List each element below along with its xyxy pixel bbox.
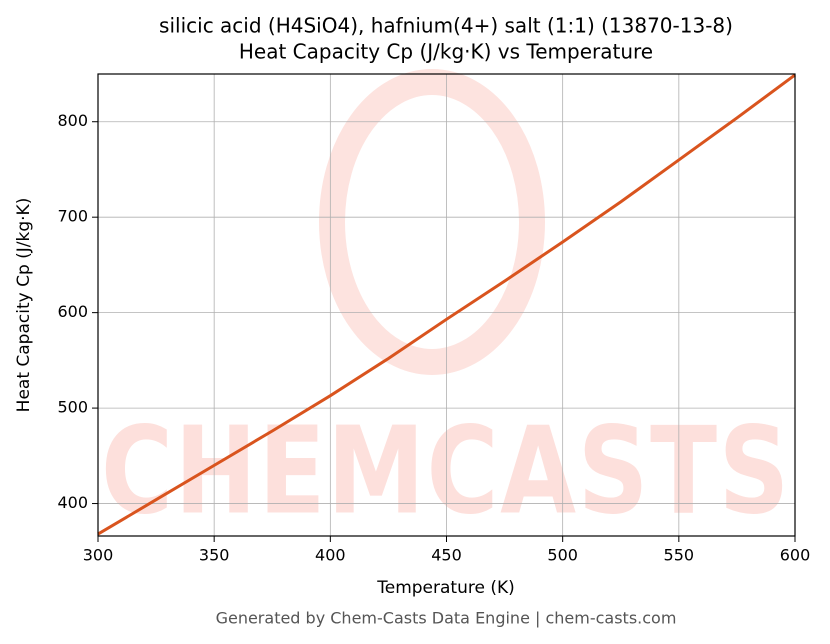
y-tick-label: 500 bbox=[57, 398, 88, 417]
x-tick-label: 300 bbox=[83, 546, 114, 565]
x-tick-label: 400 bbox=[315, 546, 346, 565]
x-tick-label: 600 bbox=[780, 546, 811, 565]
data-line bbox=[97, 73, 796, 536]
x-tick-label: 350 bbox=[199, 546, 230, 565]
chart-subtitle: Heat Capacity Cp (J/kg·K) vs Temperature bbox=[239, 40, 653, 64]
y-tick-label: 400 bbox=[57, 493, 88, 512]
x-tick-label: 550 bbox=[664, 546, 695, 565]
plot-frame bbox=[97, 73, 796, 537]
footer: Generated by Chem-Casts Data Engine | ch… bbox=[216, 609, 677, 628]
chart-title: silicic acid (H4SiO4), hafnium(4+) salt … bbox=[159, 14, 733, 38]
y-tick-label: 700 bbox=[57, 207, 88, 226]
x-tick-label: 500 bbox=[547, 546, 578, 565]
y-tick-label: 600 bbox=[57, 302, 88, 321]
x-axis-label: Temperature (K) bbox=[376, 578, 515, 598]
y-axis-label: Heat Capacity Cp (J/kg·K) bbox=[14, 198, 34, 413]
watermark-text: CHEMCASTS bbox=[101, 403, 791, 542]
watermark: CHEMCASTS bbox=[101, 69, 791, 542]
y-tick-label: 800 bbox=[57, 111, 88, 130]
x-tick-label: 450 bbox=[431, 546, 462, 565]
